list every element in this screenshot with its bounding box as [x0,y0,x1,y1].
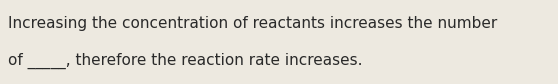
Text: Increasing the concentration of reactants increases the number: Increasing the concentration of reactant… [8,16,498,31]
Text: of _____, therefore the reaction rate increases.: of _____, therefore the reaction rate in… [8,52,363,69]
